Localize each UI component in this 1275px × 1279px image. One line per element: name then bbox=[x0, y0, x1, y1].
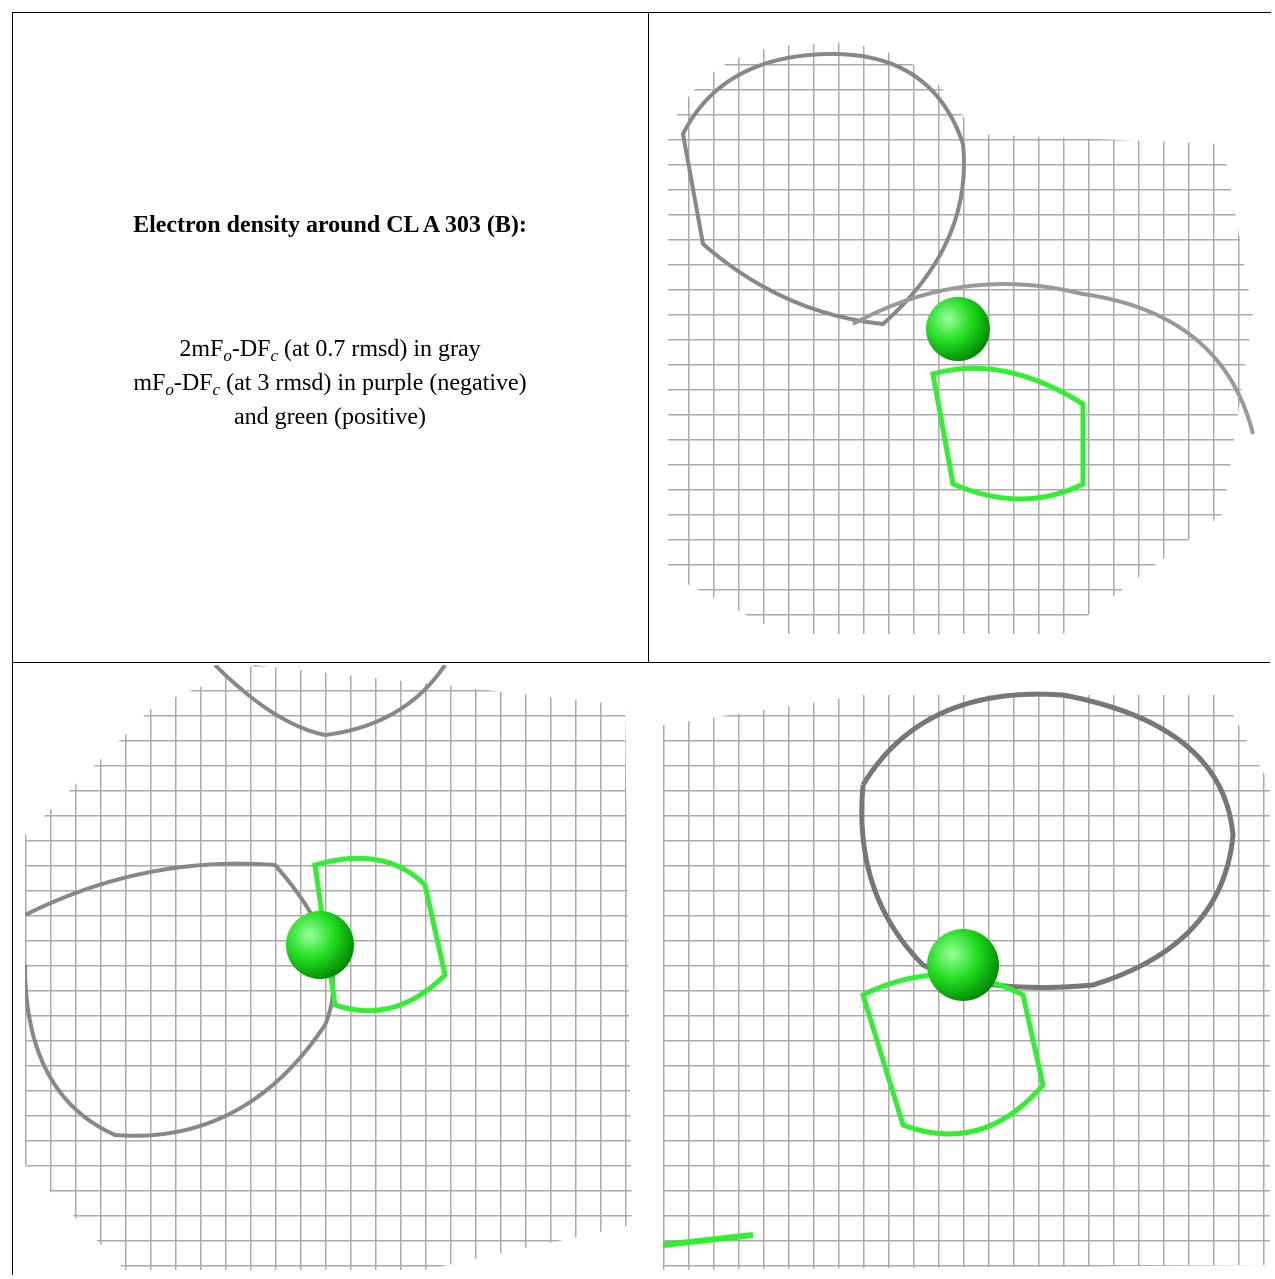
text-run: and green (positive) bbox=[234, 404, 426, 430]
caption-line: and green (positive) bbox=[12, 400, 648, 434]
caption-title: Electron density around CL A 303 (B): bbox=[133, 212, 527, 238]
caption-cell: Electron density around CL A 303 (B): 2m… bbox=[12, 12, 648, 662]
text-run: (at 3 rmsd) in purple (negative) bbox=[220, 370, 527, 396]
cell-border bbox=[648, 12, 649, 663]
cell-border bbox=[12, 662, 1270, 663]
density-image bbox=[663, 691, 1270, 1270]
subscript: o bbox=[223, 346, 232, 365]
text-run: 2mF bbox=[179, 336, 224, 362]
text-run: (at 0.7 rmsd) in gray bbox=[278, 336, 481, 362]
caption-line: mFo-DFc (at 3 rmsd) in purple (negative) bbox=[12, 366, 648, 400]
text-run: -DF bbox=[173, 370, 213, 396]
subscript: o bbox=[165, 380, 174, 399]
subscript: c bbox=[212, 380, 221, 399]
text-run: -DF bbox=[231, 336, 271, 362]
text-run: mF bbox=[133, 370, 166, 396]
subscript: c bbox=[270, 346, 279, 365]
density-image bbox=[25, 665, 632, 1270]
table-frame bbox=[12, 12, 1271, 1275]
caption-lines: 2mFo-DFc (at 0.7 rmsd) in gray mFo-DFc (a… bbox=[12, 332, 648, 434]
caption-line: 2mFo-DFc (at 0.7 rmsd) in gray bbox=[12, 332, 648, 366]
density-image bbox=[668, 43, 1255, 634]
